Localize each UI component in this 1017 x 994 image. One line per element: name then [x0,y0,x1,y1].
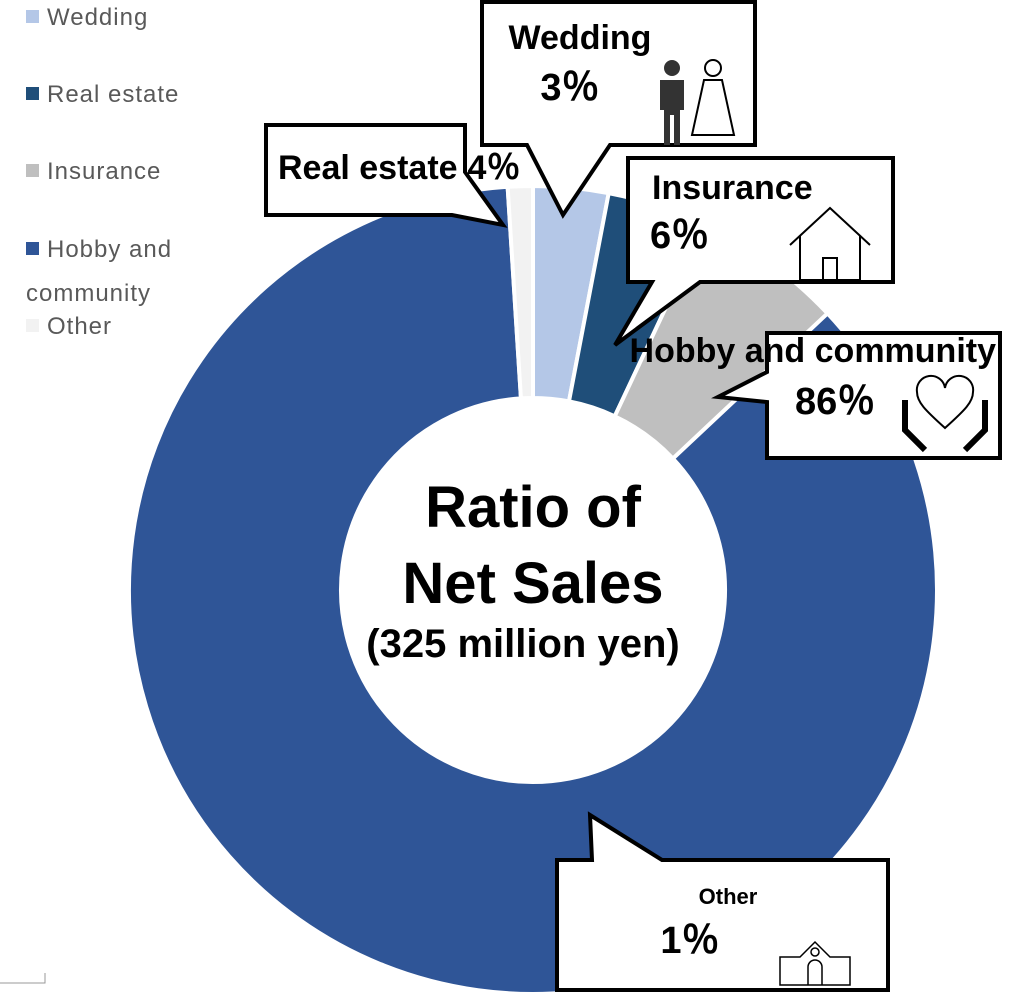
school-icon [779,940,851,986]
callout-box [480,0,757,219]
callouts [264,0,1002,992]
icons [660,59,988,986]
center-subtitle: (325 million yen) [366,622,680,666]
legend-swatch [26,164,39,177]
category-label: Hobby and community [630,332,997,370]
category-label: Wedding [509,19,652,57]
legend-label: Other [47,313,113,340]
category-label: Real estate [278,149,458,187]
callout-box [555,811,890,992]
legend-item: Insurance [26,150,196,194]
data-labels: Wedding 3％ Real estate 4％ Insurance 6％ Hobby a… [278,19,996,962]
value-label: 86％ [795,381,875,423]
legend-swatch [26,10,39,23]
legend-swatch [26,242,39,255]
wedding-icon [660,59,736,145]
legend-item: Hobby and community [26,228,196,316]
legend-item: Real estate [26,73,196,117]
category-label: Other [699,884,758,909]
legend-label: Wedding [47,4,149,31]
value-label: 6％ [650,215,709,257]
data-label: Real estate 4％ [278,149,520,187]
value-label: 3％ [540,67,599,109]
value-label: 4％ [468,149,521,187]
legend-swatch [26,319,39,332]
legend-label: Insurance [47,158,162,185]
donut-hole [341,398,725,782]
legend-label: Hobby and community [26,236,173,307]
legend-item: Other [26,305,196,349]
center-title: Ratio of Net Sales [402,475,664,616]
legend-item: Wedding [26,0,196,40]
category-label: Insurance [652,169,813,207]
house-icon [789,206,871,281]
callout-box [613,156,895,347]
callout-box [711,331,1002,460]
legend-label: Real estate [47,81,180,108]
corner-mark [0,973,46,984]
callout-box [264,123,508,228]
heart-hands-icon [902,374,988,453]
legend-swatch [26,87,39,100]
value-label: 1％ [660,920,719,962]
